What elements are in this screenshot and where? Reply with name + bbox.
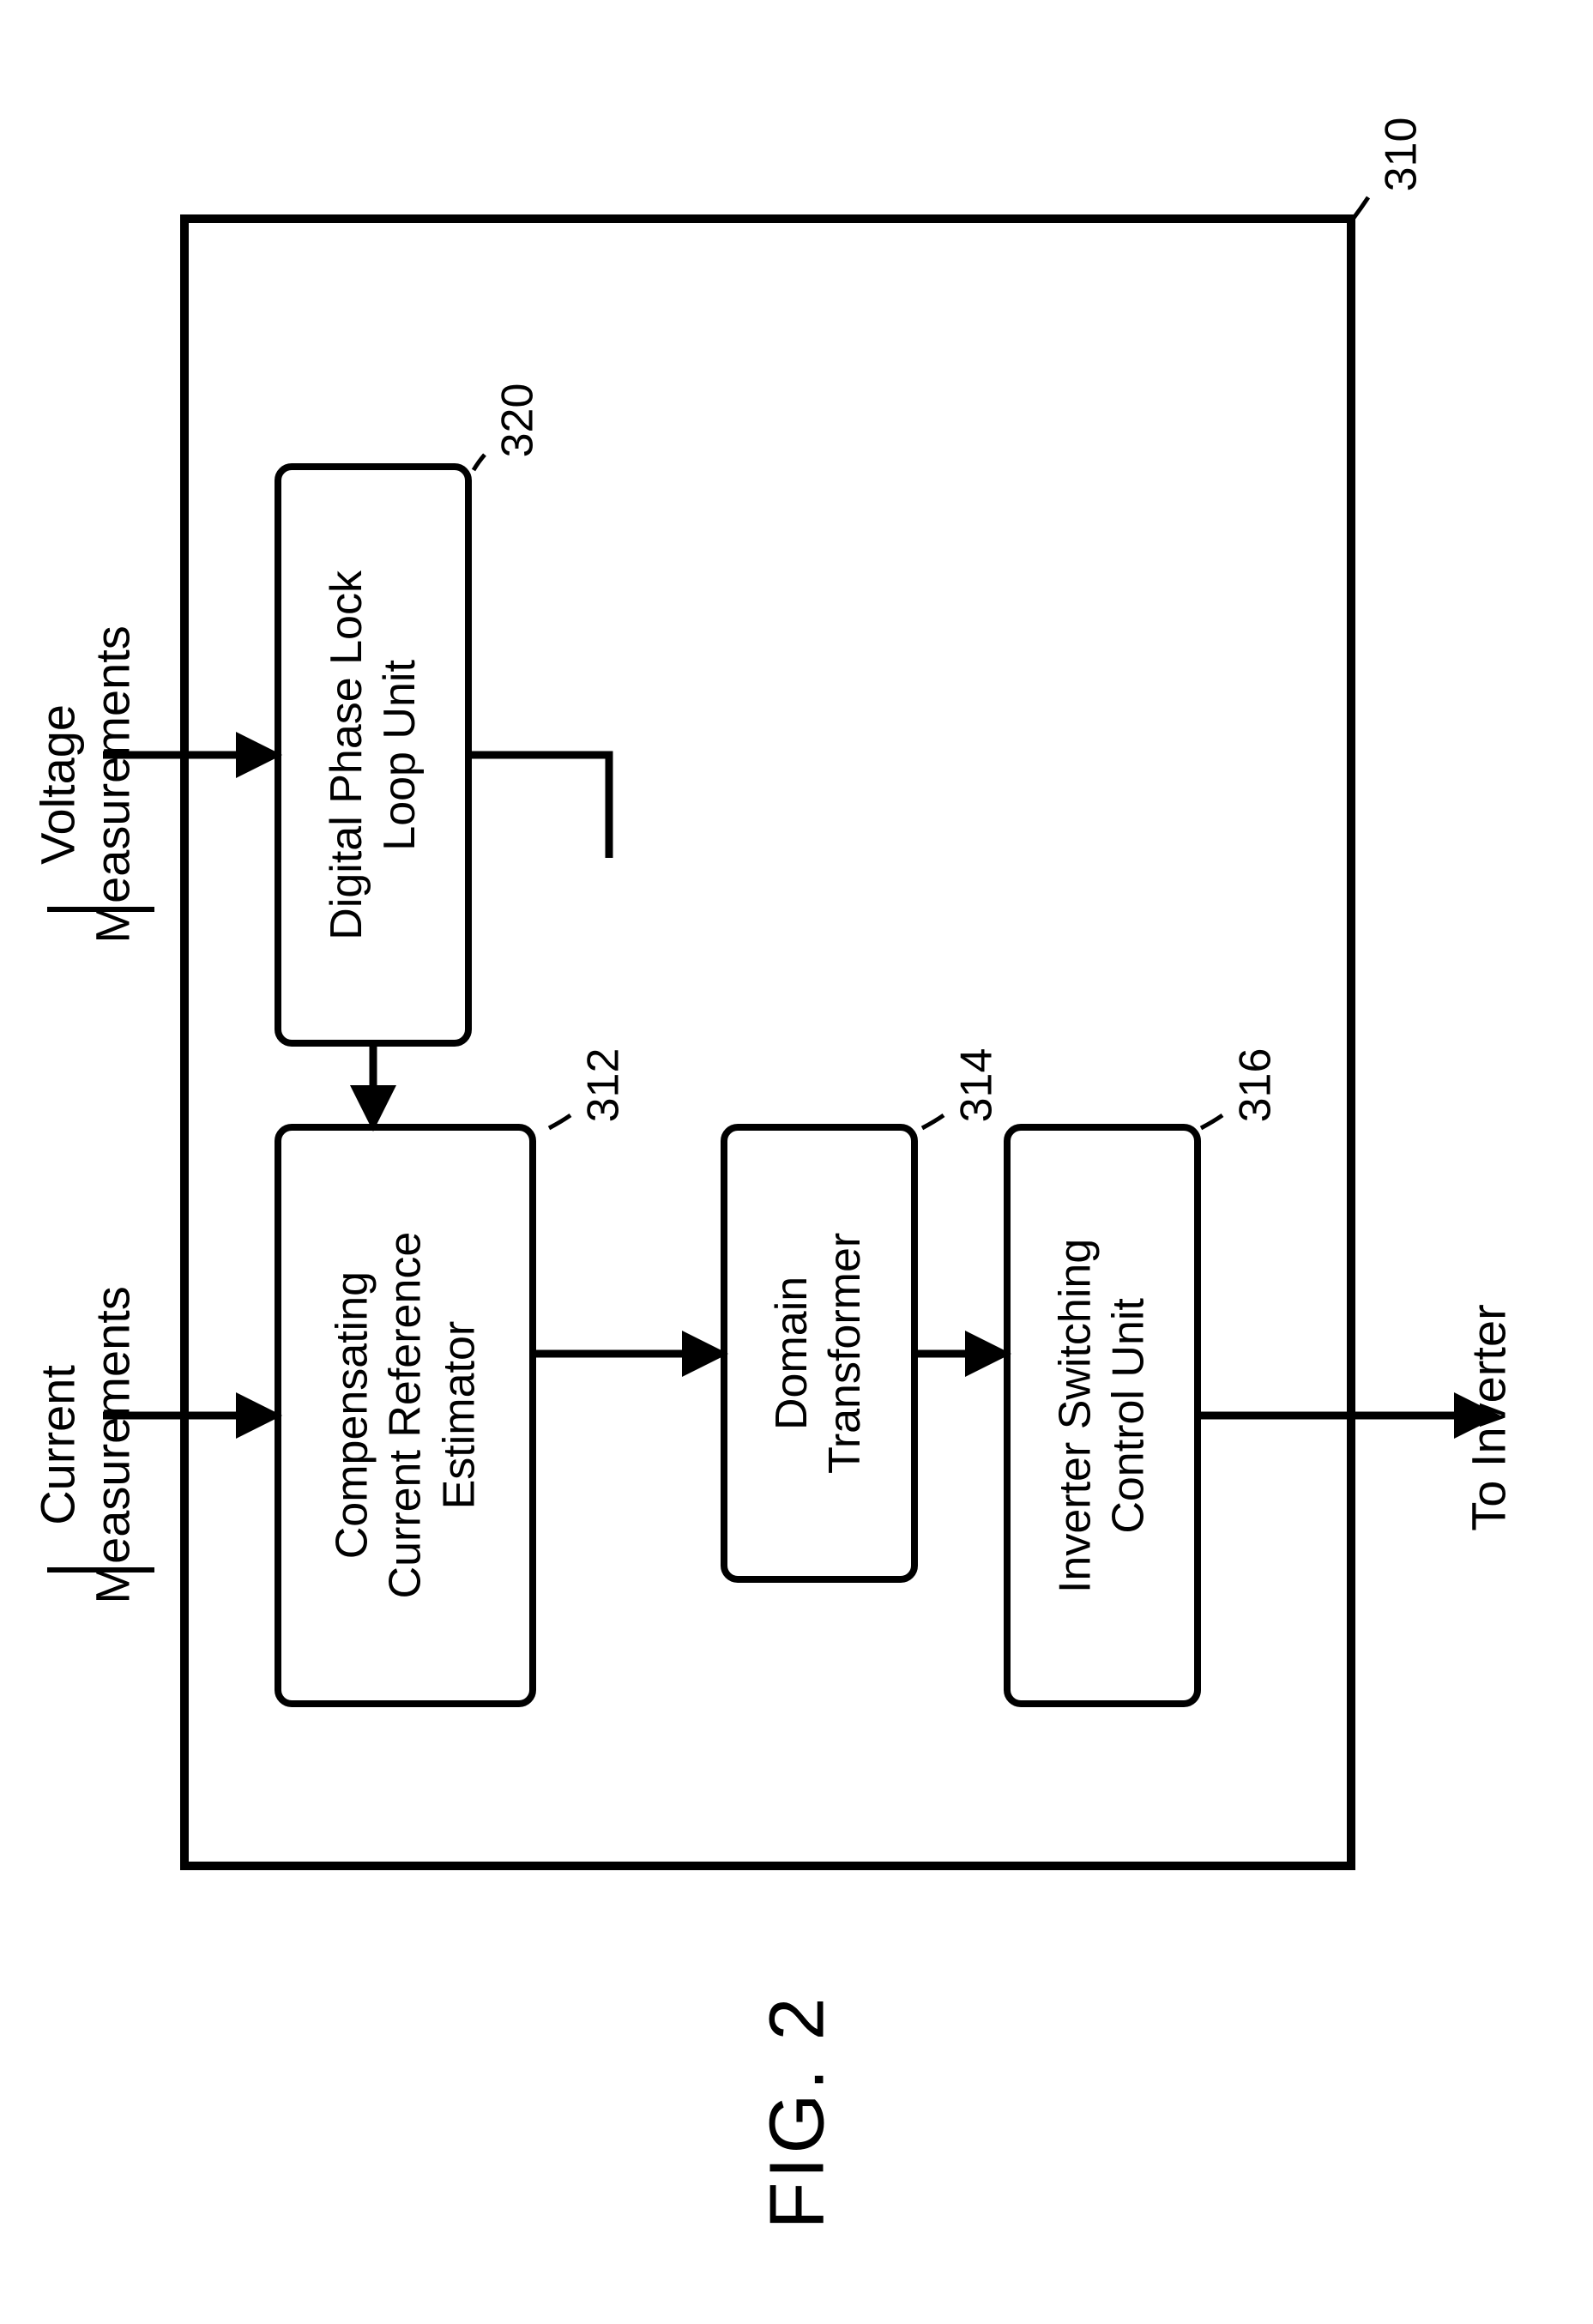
pll-block: Digital Phase LockLoop Unit — [275, 463, 472, 1047]
output-label: To Inverter — [1461, 1268, 1517, 1568]
pll-label: Digital Phase LockLoop Unit — [320, 570, 427, 940]
diagram-canvas: Digital Phase LockLoop Unit Compensating… — [0, 0, 1593, 2324]
transformer-label: DomainTransformer — [766, 1233, 873, 1474]
current-input-label: CurrentMeasurements — [31, 1273, 142, 1616]
ref-312: 312 — [577, 1048, 629, 1123]
ref-320: 320 — [492, 383, 543, 458]
voltage-input-label: VoltageMeasurements — [31, 613, 142, 956]
figure-label: FIG. 2 — [754, 1983, 842, 2241]
transformer-block: DomainTransformer — [721, 1124, 918, 1583]
estimator-block: CompensatingCurrent ReferenceEstimator — [275, 1124, 536, 1707]
control-block: Inverter SwitchingControl Unit — [1004, 1124, 1201, 1707]
ref-314: 314 — [950, 1048, 1002, 1123]
estimator-label: CompensatingCurrent ReferenceEstimator — [325, 1232, 486, 1599]
ref-310: 310 — [1375, 118, 1427, 192]
control-label: Inverter SwitchingControl Unit — [1049, 1238, 1156, 1592]
ref-316: 316 — [1229, 1048, 1281, 1123]
